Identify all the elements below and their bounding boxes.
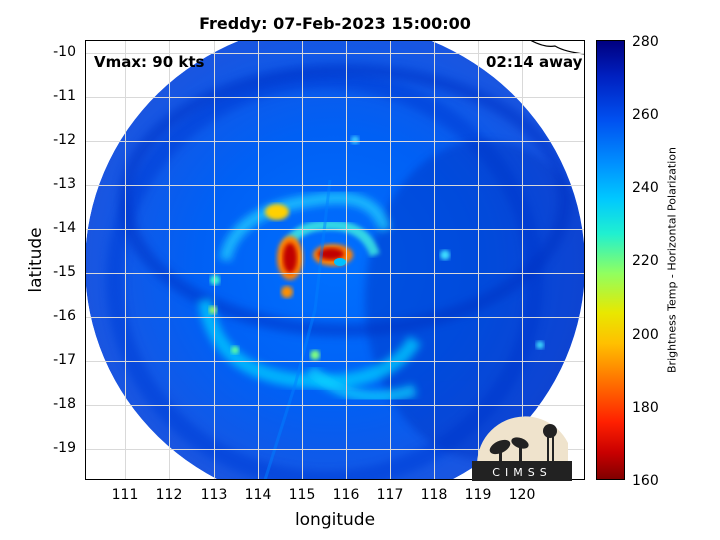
y-tick-label: -13 bbox=[53, 176, 76, 192]
x-tick-label: 120 bbox=[508, 487, 536, 503]
x-tick-label: 117 bbox=[376, 487, 404, 503]
brightness-temperature-image bbox=[85, 40, 585, 480]
x-tick-label: 116 bbox=[332, 487, 360, 503]
vmax-annotation: Vmax: 90 kts bbox=[94, 53, 205, 71]
away-annotation: 02:14 away bbox=[486, 53, 583, 71]
x-axis-label: longitude bbox=[294, 510, 376, 530]
cimss-logo: CIMSS bbox=[472, 413, 572, 481]
grid-line bbox=[214, 40, 215, 480]
colorbar-tick-label: 240 bbox=[632, 180, 659, 196]
x-tick-label: 114 bbox=[244, 487, 272, 503]
x-tick-label: 112 bbox=[155, 487, 183, 503]
colorbar-tick-label: 280 bbox=[632, 34, 659, 50]
chart-title: Freddy: 07-Feb-2023 15:00:00 bbox=[199, 14, 471, 33]
colorbar-label: Brightness Temp - Horizontal Polarizatio… bbox=[665, 147, 679, 373]
grid-line bbox=[434, 40, 435, 480]
grid-line bbox=[85, 53, 585, 54]
y-tick-label: -19 bbox=[53, 440, 76, 456]
x-tick-label: 113 bbox=[200, 487, 228, 503]
y-tick-label: -16 bbox=[53, 308, 76, 324]
grid-line bbox=[85, 405, 585, 406]
grid-line bbox=[169, 40, 170, 480]
x-tick-label: 111 bbox=[111, 487, 139, 503]
colorbar-tick-label: 260 bbox=[632, 107, 659, 123]
y-axis-label: latitude bbox=[26, 227, 46, 293]
y-tick-label: -11 bbox=[53, 88, 76, 104]
grid-line bbox=[85, 97, 585, 98]
y-tick-label: -14 bbox=[53, 220, 76, 236]
logo-text: CIMSS bbox=[492, 466, 551, 479]
grid-line bbox=[346, 40, 347, 480]
y-tick-label: -10 bbox=[53, 44, 76, 60]
grid-line bbox=[85, 317, 585, 318]
grid-line bbox=[390, 40, 391, 480]
grid-line bbox=[478, 40, 479, 480]
map-plot-area bbox=[85, 40, 585, 480]
colorbar-tick-label: 200 bbox=[632, 327, 659, 343]
grid-line bbox=[85, 185, 585, 186]
y-tick-label: -12 bbox=[53, 132, 76, 148]
colorbar bbox=[596, 40, 625, 480]
grid-line bbox=[302, 40, 303, 480]
grid-line bbox=[85, 273, 585, 274]
grid-line bbox=[85, 361, 585, 362]
grid-line bbox=[125, 40, 126, 480]
grid-line bbox=[522, 40, 523, 480]
x-tick-label: 119 bbox=[464, 487, 492, 503]
grid-line bbox=[85, 141, 585, 142]
colorbar-tick-label: 160 bbox=[632, 473, 659, 489]
grid-line bbox=[85, 229, 585, 230]
y-tick-label: -15 bbox=[53, 264, 76, 280]
grid-line bbox=[85, 449, 585, 450]
x-tick-label: 118 bbox=[420, 487, 448, 503]
colorbar-tick-label: 180 bbox=[632, 400, 659, 416]
y-tick-label: -18 bbox=[53, 396, 76, 412]
y-tick-label: -17 bbox=[53, 352, 76, 368]
x-tick-label: 115 bbox=[288, 487, 316, 503]
colorbar-tick-label: 220 bbox=[632, 253, 659, 269]
grid-line bbox=[258, 40, 259, 480]
